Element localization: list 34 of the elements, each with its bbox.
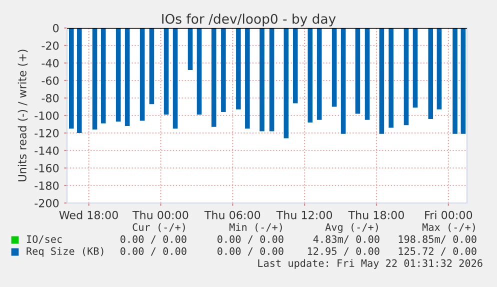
y-tick-label: -80 [42,94,59,102]
text: 198.85m/ 0.00 [398,235,476,244]
text: 12.95 / 0.00 [308,247,380,256]
text: Cur (-/+) [132,223,185,232]
text: Min (-/+) [229,223,282,232]
x-tick-label: Thu 18:00 [348,210,404,220]
y-tick-label: -40 [42,58,59,68]
text: 0.00 / 0.00 [120,247,186,256]
legend-label: Req Size (KB) [26,247,104,257]
x-tick-label: Thu 12:00 [276,210,332,220]
y-tick-label: -100 [34,111,59,120]
y-tick-label: 0 [53,24,59,32]
y-axis-title: Units read (-) / write (+) [18,50,28,182]
text: 4.83m/ 0.00 [313,235,380,244]
y-tick-label: -180 [34,181,59,190]
text: Avg (-/+) [325,223,378,233]
text: 125.72 / 0.00 [398,247,476,256]
y-tick-label: -120 [34,128,59,138]
x-tick-label: Wed 18:00 [59,210,118,220]
x-tick-label: Fri 00:00 [425,210,472,220]
y-tick-label: -60 [42,76,59,85]
text: 0.00 / 0.00 [120,235,186,244]
chart-title: IOs for /dev/loop0 - by day [162,14,336,26]
y-tick-label: -200 [34,198,59,208]
text: Last update: Fri May 22 01:31:32 2026 [258,259,482,269]
legend-label: IO/sec [26,235,62,244]
text: Max (-/+) [422,223,475,232]
y-tick-label: -140 [34,146,59,155]
y-tick-label: -20 [42,41,59,50]
text: 0.00 / 0.00 [218,235,284,244]
text: 0.00 / 0.00 [218,247,284,256]
x-tick-label: Thu 06:00 [204,210,260,220]
y-tick-label: -160 [34,164,59,172]
x-tick-label: Thu 00:00 [132,210,188,220]
